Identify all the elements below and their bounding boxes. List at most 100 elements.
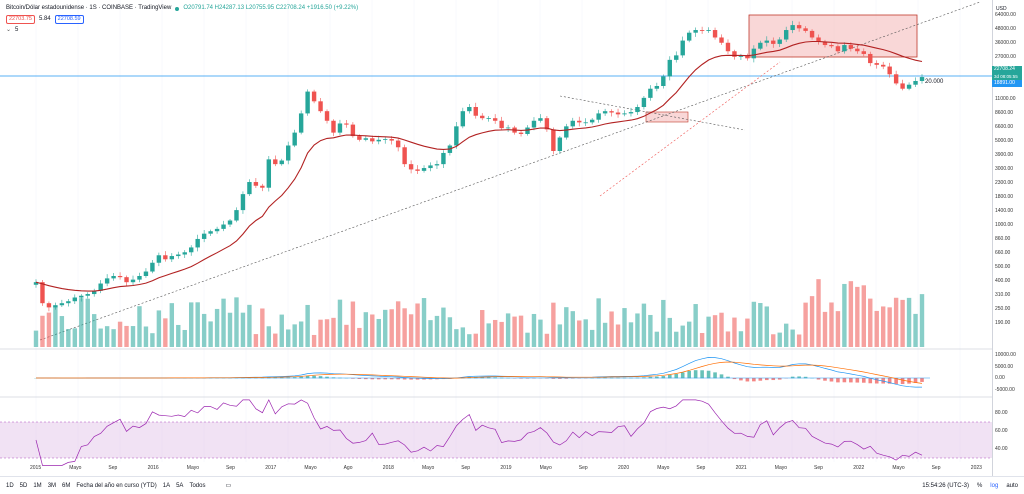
time-axis-label: Mayo <box>187 465 199 471</box>
trendline-red[interactable] <box>600 62 780 196</box>
candle-body <box>596 113 600 119</box>
candle-body <box>629 112 633 113</box>
volume-bar <box>312 335 316 347</box>
percent-toggle[interactable]: % <box>977 483 982 489</box>
volume-bar <box>383 310 387 347</box>
candle-body <box>183 252 187 254</box>
volume-bar <box>655 332 659 347</box>
candle-body <box>499 121 503 128</box>
trendline-long[interactable] <box>40 2 980 340</box>
candle-body <box>415 169 419 170</box>
timeframe-button[interactable]: 6M <box>62 483 70 489</box>
timeframe-button[interactable]: Fecha del año en curso (YTD) <box>76 483 156 489</box>
macd-histogram-bar <box>862 378 866 383</box>
candle-body <box>461 111 465 126</box>
volume-bar <box>571 311 575 347</box>
sell-price[interactable]: 22703.75 <box>6 15 35 24</box>
volume-bar <box>98 329 102 347</box>
volume-bar <box>189 302 193 347</box>
candle-body <box>693 30 697 33</box>
volume-bar <box>855 287 859 347</box>
volume-bar <box>681 326 685 347</box>
candle-body <box>474 107 478 116</box>
candle-body <box>687 33 691 41</box>
candle-body <box>920 77 924 81</box>
candle-body <box>40 282 44 303</box>
candle-body <box>778 40 782 44</box>
macd-histogram-bar <box>856 378 860 383</box>
volume-bar <box>370 314 374 347</box>
timeframe-button[interactable]: 1D <box>6 483 14 489</box>
candle-body <box>836 46 840 51</box>
candle-body <box>674 55 678 59</box>
buy-price[interactable]: 22708.59 <box>55 15 84 24</box>
volume-bar <box>215 309 219 347</box>
volume-bar <box>144 326 148 347</box>
timeframe-button[interactable]: Todos <box>189 483 205 489</box>
candle-body <box>506 128 510 129</box>
timeframe-button[interactable]: 1M <box>33 483 41 489</box>
log-toggle[interactable]: log <box>990 483 998 489</box>
volume-bar <box>726 331 730 347</box>
volume-bar <box>415 303 419 347</box>
candle-body <box>732 51 736 57</box>
price-axis-label: 8600.00 <box>995 110 1013 116</box>
candle-body <box>170 256 174 259</box>
time-axis-label: Mayo <box>304 465 316 471</box>
candle-body <box>189 247 193 252</box>
volume-bar <box>377 319 381 347</box>
timeframe-button[interactable]: 5D <box>20 483 28 489</box>
candle-body <box>855 49 859 52</box>
symbol-title[interactable]: Bitcoin/Dólar estadounidense · 1S · COIN… <box>6 4 171 13</box>
timeframe-button[interactable]: 1A <box>163 483 170 489</box>
candle-body <box>234 210 238 220</box>
volume-bar <box>616 324 620 347</box>
timeframe-button[interactable]: 5A <box>176 483 183 489</box>
volume-bar <box>900 300 904 347</box>
auto-toggle[interactable]: auto <box>1006 483 1018 489</box>
volume-bar <box>448 317 452 347</box>
candle-body <box>726 43 730 51</box>
volume-bar <box>247 305 251 347</box>
candle-body <box>105 278 109 283</box>
candle-body <box>338 123 342 132</box>
spread: 5.84 <box>39 15 51 24</box>
volume-bar <box>86 299 90 347</box>
volume-bar <box>331 318 335 347</box>
chevron-down-icon[interactable]: ⌄ <box>6 26 11 35</box>
price-axis-label: 860.00 <box>995 236 1010 242</box>
candle-body <box>396 141 400 148</box>
volume-bar <box>409 314 413 347</box>
volume-bar <box>564 307 568 347</box>
macd-histogram-bar <box>700 370 704 378</box>
price-chart[interactable]: 20.000 <box>0 0 992 476</box>
volume-bar <box>208 321 212 347</box>
candle-body <box>887 67 891 75</box>
price-axis-label: 1400.00 <box>995 208 1013 214</box>
volume-bar <box>260 308 264 347</box>
indicator-count[interactable]: 5 <box>15 26 18 35</box>
candle-body <box>558 138 562 151</box>
volume-bar <box>357 328 361 347</box>
macd-histogram-bar <box>713 372 717 378</box>
clock[interactable]: 15:54:26 (UTC-3) <box>922 483 969 489</box>
candle-body <box>312 92 316 102</box>
time-axis-label: Sep <box>108 465 117 471</box>
volume-bar <box>596 298 600 347</box>
volume-bars <box>34 279 924 347</box>
candle-body <box>668 60 672 77</box>
macd-pane[interactable] <box>34 357 930 387</box>
volume-bar <box>887 307 891 347</box>
candle-body <box>590 120 594 123</box>
candle-body <box>383 139 387 140</box>
candle-body <box>765 41 769 43</box>
volume-bar <box>713 315 717 347</box>
calendar-icon[interactable]: ▭ <box>225 482 231 489</box>
candle-body <box>318 101 322 111</box>
candle-body <box>849 45 853 49</box>
range-box-2020[interactable] <box>646 112 688 122</box>
volume-bar <box>40 316 44 347</box>
timeframe-button[interactable]: 3M <box>48 483 56 489</box>
candle-body <box>357 136 361 140</box>
